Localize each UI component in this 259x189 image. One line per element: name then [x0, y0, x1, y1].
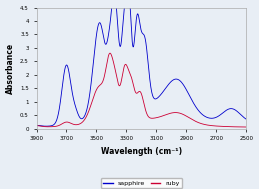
Y-axis label: Absorbance: Absorbance [5, 43, 15, 94]
X-axis label: Wavelength (cm⁻¹): Wavelength (cm⁻¹) [101, 147, 182, 156]
Legend: sapphire, ruby: sapphire, ruby [101, 178, 182, 188]
